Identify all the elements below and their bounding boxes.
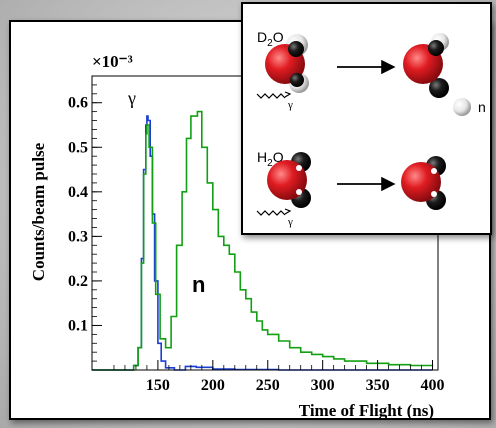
x-tick-label: 200 [201,377,225,394]
d2o-molecule [265,34,309,93]
x-tick-label: 400 [421,377,445,394]
series-1-line [92,110,434,371]
gamma-annotation: γ [127,88,136,108]
y-tick-label: 0.3 [68,228,88,245]
neutron-particle: n [453,98,486,116]
axes: 0.1 0.2 0.3 0.4 0.5 0.6 150 200 250 300 350 400 [68,75,445,394]
inset-reaction-diagram: D2O γ n H2O [241,2,492,235]
x-axis-label: Time of Flight (ns) [299,401,434,420]
h2o-product-molecule [401,156,446,210]
x-tick-label: 350 [366,377,390,394]
y-tick-label: 0.6 [68,95,88,112]
x-tick-label: 150 [146,377,170,394]
gamma-wave-top: γ [256,91,293,111]
h2o-molecule [267,152,311,208]
h2o-label: H2O [257,149,284,169]
x-tick-label: 250 [256,377,280,394]
y-axis-label: Counts/beam pulse [29,142,48,281]
y-tick-label: 0.1 [68,317,88,334]
hdo-product-molecule [403,33,449,98]
inset-svg: D2O γ n H2O [256,29,486,228]
neutron-inset-label: n [478,99,486,115]
y-tick-label: 0.2 [68,273,88,290]
y-tick-label: 0.4 [68,184,88,201]
d2o-label: D2O [257,29,284,49]
x-tick-label: 300 [311,377,335,394]
gamma-label-bottom: γ [287,216,293,228]
y-tick-label: 0.5 [68,139,88,156]
gamma-wave-bottom: γ [256,208,293,228]
y-multiplier-label: ×10⁻³ [92,52,133,71]
gamma-label-top: γ [287,99,293,111]
neutron-annotation: n [192,272,205,297]
